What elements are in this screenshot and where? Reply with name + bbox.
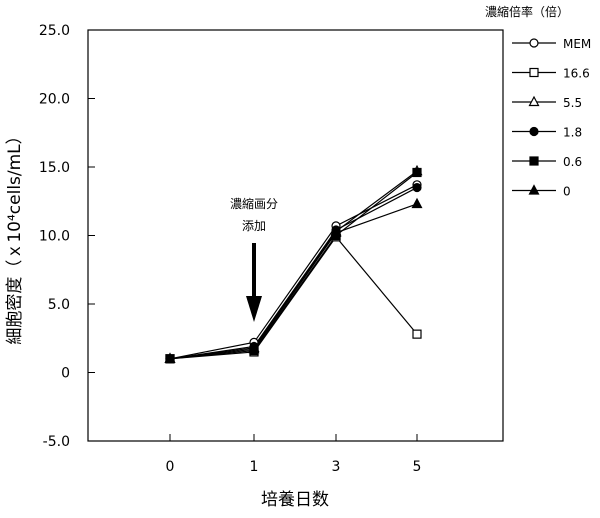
- y-tick-label: 15.0: [39, 160, 70, 176]
- legend-item: 0: [512, 184, 571, 199]
- data-point-1-3: [412, 329, 422, 339]
- series-line-4: [169, 172, 418, 360]
- data-point-5-2: [330, 226, 342, 237]
- y-axis-title: 細胞密度（ｘ10⁴cells/mL）: [5, 127, 25, 344]
- legend-label: 1.8: [563, 126, 582, 140]
- annotation-arrow-head: [246, 296, 262, 322]
- series-line-2: [169, 170, 418, 360]
- series-line-5: [169, 203, 418, 360]
- legend-label: 16.6: [563, 67, 590, 81]
- legend-marker: [529, 156, 539, 166]
- data-point-4-3: [412, 167, 422, 178]
- legend-label: MEM: [563, 37, 591, 51]
- x-tick-label: 1: [250, 459, 259, 475]
- y-tick-label: 20.0: [39, 92, 70, 108]
- legend-item: 0.6: [512, 155, 582, 169]
- x-tick-label: 3: [332, 459, 341, 475]
- legend-marker: [529, 38, 539, 48]
- data-point-5-0: [164, 352, 176, 363]
- legend-marker: [528, 184, 540, 195]
- series-line-0: [169, 184, 418, 360]
- annotation-line-2: 添加: [242, 219, 266, 233]
- y-tick-label: 25.0: [39, 23, 70, 39]
- x-axis-title: 培養日数: [261, 490, 329, 510]
- y-ticks: -5.0 0 5.0 10.0 15.0 20.0 25.0: [39, 23, 95, 450]
- legend-marker: [529, 67, 539, 78]
- legend: MEM 16.6 5.5 1.8 0.6 0: [512, 37, 591, 199]
- legend-item: 5.5: [512, 95, 582, 110]
- y-tick-label: 5.0: [48, 297, 70, 313]
- legend-label: 5.5: [563, 96, 582, 110]
- data-point-3-3: [412, 182, 422, 193]
- legend-marker: [529, 126, 539, 137]
- data-point-5-3: [411, 197, 423, 209]
- y-tick-label: 0: [61, 366, 70, 382]
- y-tick-label: 10.0: [39, 229, 70, 245]
- legend-label: 0.6: [563, 155, 582, 169]
- series-layer: [164, 164, 423, 364]
- legend-item: 1.8: [512, 126, 582, 140]
- x-ticks: 0 1 3 5: [166, 434, 422, 475]
- x-tick-label: 5: [413, 459, 422, 475]
- y-tick-label: -5.0: [43, 434, 70, 450]
- x-tick-label: 0: [166, 459, 175, 475]
- series-line-1: [169, 235, 418, 360]
- data-point-5-1: [248, 342, 260, 354]
- annotation-line-1: 濃縮画分: [230, 196, 278, 211]
- series-line-3: [169, 187, 418, 360]
- legend-marker: [528, 95, 540, 107]
- annotation: 濃縮画分 添加: [230, 196, 278, 322]
- legend-item: MEM: [512, 37, 591, 51]
- legend-title: 濃縮倍率（倍）: [485, 4, 569, 19]
- plot-frame: [87, 29, 504, 442]
- legend-label: 0: [563, 185, 571, 199]
- legend-item: 16.6: [512, 67, 590, 81]
